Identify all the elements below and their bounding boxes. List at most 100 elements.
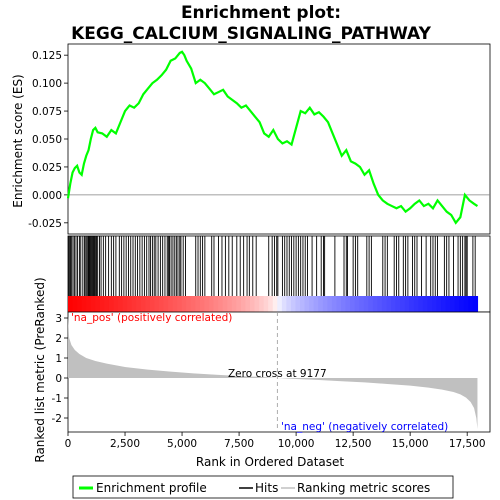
hits-panel [67,235,491,313]
rank-color-bar-segment [359,296,365,312]
rank-color-bar-segment [186,296,192,312]
top-ylabel: Enrichment score (ES) [11,74,25,207]
rank-color-bar-segment [318,296,324,312]
pos-correlated-label: 'na_pos' (positively correlated) [71,312,232,324]
rank-color-bar-segment [409,296,415,312]
rank-color-bar-segment [118,296,124,312]
neg-correlated-label: 'na_neg' (negatively correlated) [281,421,448,433]
rank-color-bar-segment [199,296,206,312]
xlabel: Rank in Ordered Dataset [196,455,344,469]
xtick-label: 12,500 [335,438,372,450]
rank-color-bar-segment [350,296,356,312]
rank-color-bar-segment [281,296,287,312]
rank-color-bar-segment [127,296,133,312]
top-ytick-label: 0.050 [32,134,62,146]
rank-color-bar-segment [445,296,451,312]
rank-color-bar-segment [340,296,347,312]
rank-color-bar-segment [145,296,151,312]
rank-color-bar-segment [322,296,328,312]
rank-color-bar-segment [259,296,265,312]
rank-color-bar-segment [395,296,401,312]
rank-color-bar-segment [272,296,278,312]
rank-color-bar-segment [295,296,301,312]
rank-color-bar-segment [113,296,119,312]
rank-color-bar-segment [290,296,297,312]
chart-title-line2: KEGG_CALCIUM_SIGNALING_PATHWAY [71,24,432,44]
rank-color-bar-segment [149,296,156,312]
rank-color-bar-segment [472,296,479,312]
rank-color-bar-segment [300,296,306,312]
rank-color-bar-segment [268,296,274,312]
rank-color-bar-segment [204,296,210,312]
top-ytick-label: 0.100 [32,78,62,90]
rank-color-bar-segment [386,296,392,312]
bottom-ytick-label: 1 [55,353,62,365]
bottom-ytick-label: -2 [52,413,62,425]
rank-color-bar-segment [213,296,219,312]
rank-color-bar-segment [431,296,438,312]
rank-color-bar-segment [254,296,260,312]
rank-color-bar-segment [195,296,201,312]
xtick-label: 15,000 [392,438,429,450]
rank-color-bar-segment [313,296,319,312]
rank-color-bar-segment [336,296,342,312]
enrichment-score-panel: -0.025 0.000 0.025 0.050 0.075 0.100 0.125 [28,43,491,235]
zero-cross-label: Zero cross at 9177 [228,368,327,380]
bottom-ytick-label: 3 [55,313,62,325]
rank-color-bar-segment [372,296,378,312]
rank-color-bar-segment [231,296,237,312]
rank-color-bar-segment [327,296,333,312]
rank-color-bar-segment [363,296,369,312]
xtick-label: 5,000 [167,438,197,450]
legend: Enrichment profile Hits Ranking metric s… [72,475,454,499]
rank-color-bar-segment [131,296,137,312]
legend-hits-label: Hits [255,481,278,495]
rank-color-bar-segment [99,296,105,312]
rank-color-bar-segment [427,296,433,312]
bottom-ylabel: Ranked list metric (PreRanked) [33,277,47,462]
rank-color-bar-segment [277,296,283,312]
rank-color-bar-segment [309,296,315,312]
legend-enrichment-label: Enrichment profile [96,481,207,495]
top-ytick-label: 0.125 [32,50,62,62]
rank-color-bar-segment [454,296,460,312]
rank-color-bar-segment [331,296,338,312]
enrichment-profile-line [66,50,479,225]
rank-color-bar-segment [404,296,410,312]
rank-color-bar-segment [177,296,183,312]
rank-color-bar-segment [222,296,228,312]
rank-color-bar-segment [463,296,469,312]
rank-color-bar-segment [158,296,165,312]
top-ytick-label: 0.075 [32,106,62,118]
bottom-ytick-label: -1 [52,393,62,405]
rank-color-bar-segment [140,296,146,312]
rank-color-bar-segment [209,296,215,312]
rank-color-bar-segment [345,296,351,312]
rank-color-bar-segment [77,296,83,312]
rank-color-bar-segment [354,296,360,312]
rank-color-bar-segment [400,296,406,312]
top-ytick-label: -0.025 [28,218,62,230]
bottom-ytick-label: 2 [55,333,62,345]
rank-color-bar-segment [72,296,78,312]
rank-color-bar-segment [368,296,374,312]
rank-color-bar-segment [468,296,474,312]
rank-color-bar-segment [95,296,101,312]
rank-color-bar-segment [190,296,196,312]
rank-color-bar-segment [104,296,110,312]
rank-color-bar-segment [236,296,242,312]
rank-color-bar-segment [381,296,388,312]
bottom-ytick-label: 0 [55,373,62,385]
ranking-metric-area [68,316,478,429]
rank-color-bar-segment [418,296,424,312]
xtick-label: 2,500 [110,438,140,450]
rank-color-bar-segment [391,296,397,312]
rank-color-bar-segment [172,296,178,312]
rank-color-bar-segment [422,296,429,312]
rank-color-bar-segment [413,296,419,312]
rank-color-bar-segment [436,296,442,312]
rank-color-bar-segment [240,296,247,312]
rank-color-bar-segment [181,296,187,312]
rank-color-bar-segment [263,296,269,312]
